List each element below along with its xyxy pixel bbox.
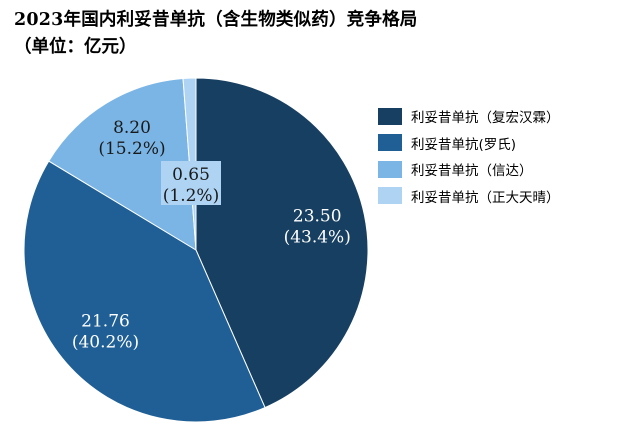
legend-swatch: [378, 134, 402, 152]
legend-item: 利妥昔单抗（正大天晴）: [378, 183, 628, 210]
legend: 利妥昔单抗（复宏汉霖） 利妥昔单抗(罗氏) 利妥昔单抗（信达） 利妥昔单抗（正大…: [378, 103, 628, 209]
pie-slice: [195, 77, 369, 409]
data-label-value: 23.50: [293, 207, 342, 227]
legend-swatch: [378, 107, 402, 125]
legend-swatch: [378, 160, 402, 178]
chart-subtitle: （单位：亿元）: [14, 37, 137, 57]
legend-label: 利妥昔单抗（信达）: [411, 163, 533, 180]
data-label-percent: (15.2%): [98, 139, 165, 159]
data-label-group: 8.20(15.2%): [98, 118, 165, 159]
legend-item: 利妥昔单抗（复宏汉霖）: [378, 103, 628, 130]
pie-data-labels: 23.50(43.4%)21.76(40.2%)8.20(15.2%)0.65(…: [72, 118, 351, 352]
legend-label: 利妥昔单抗（正大天晴）: [411, 189, 560, 206]
pie-slice: [48, 77, 197, 251]
data-label-percent: (40.2%): [72, 332, 139, 352]
chart-title: 2023年国内利妥昔单抗（含生物类似药）竞争格局: [14, 10, 418, 30]
data-label-background: [161, 161, 221, 205]
pie-slices: [23, 77, 369, 423]
data-label-group: 0.65(1.2%): [161, 161, 221, 206]
data-label-group: 23.50(43.4%): [284, 207, 351, 248]
data-label-percent: (1.2%): [163, 186, 219, 206]
data-label-value: 0.65: [172, 165, 210, 185]
legend-item: 利妥昔单抗（信达）: [378, 156, 628, 183]
data-label-percent: (43.4%): [284, 228, 351, 248]
data-label-group: 21.76(40.2%): [72, 311, 139, 352]
legend-swatch: [378, 187, 402, 205]
legend-label: 利妥昔单抗(罗氏): [411, 136, 517, 153]
legend-label: 利妥昔单抗（复宏汉霖）: [411, 110, 560, 127]
legend-item: 利妥昔单抗(罗氏): [378, 130, 628, 157]
data-label-value: 8.20: [113, 118, 151, 138]
pie-slice: [23, 160, 266, 423]
data-label-value: 21.76: [81, 311, 130, 331]
